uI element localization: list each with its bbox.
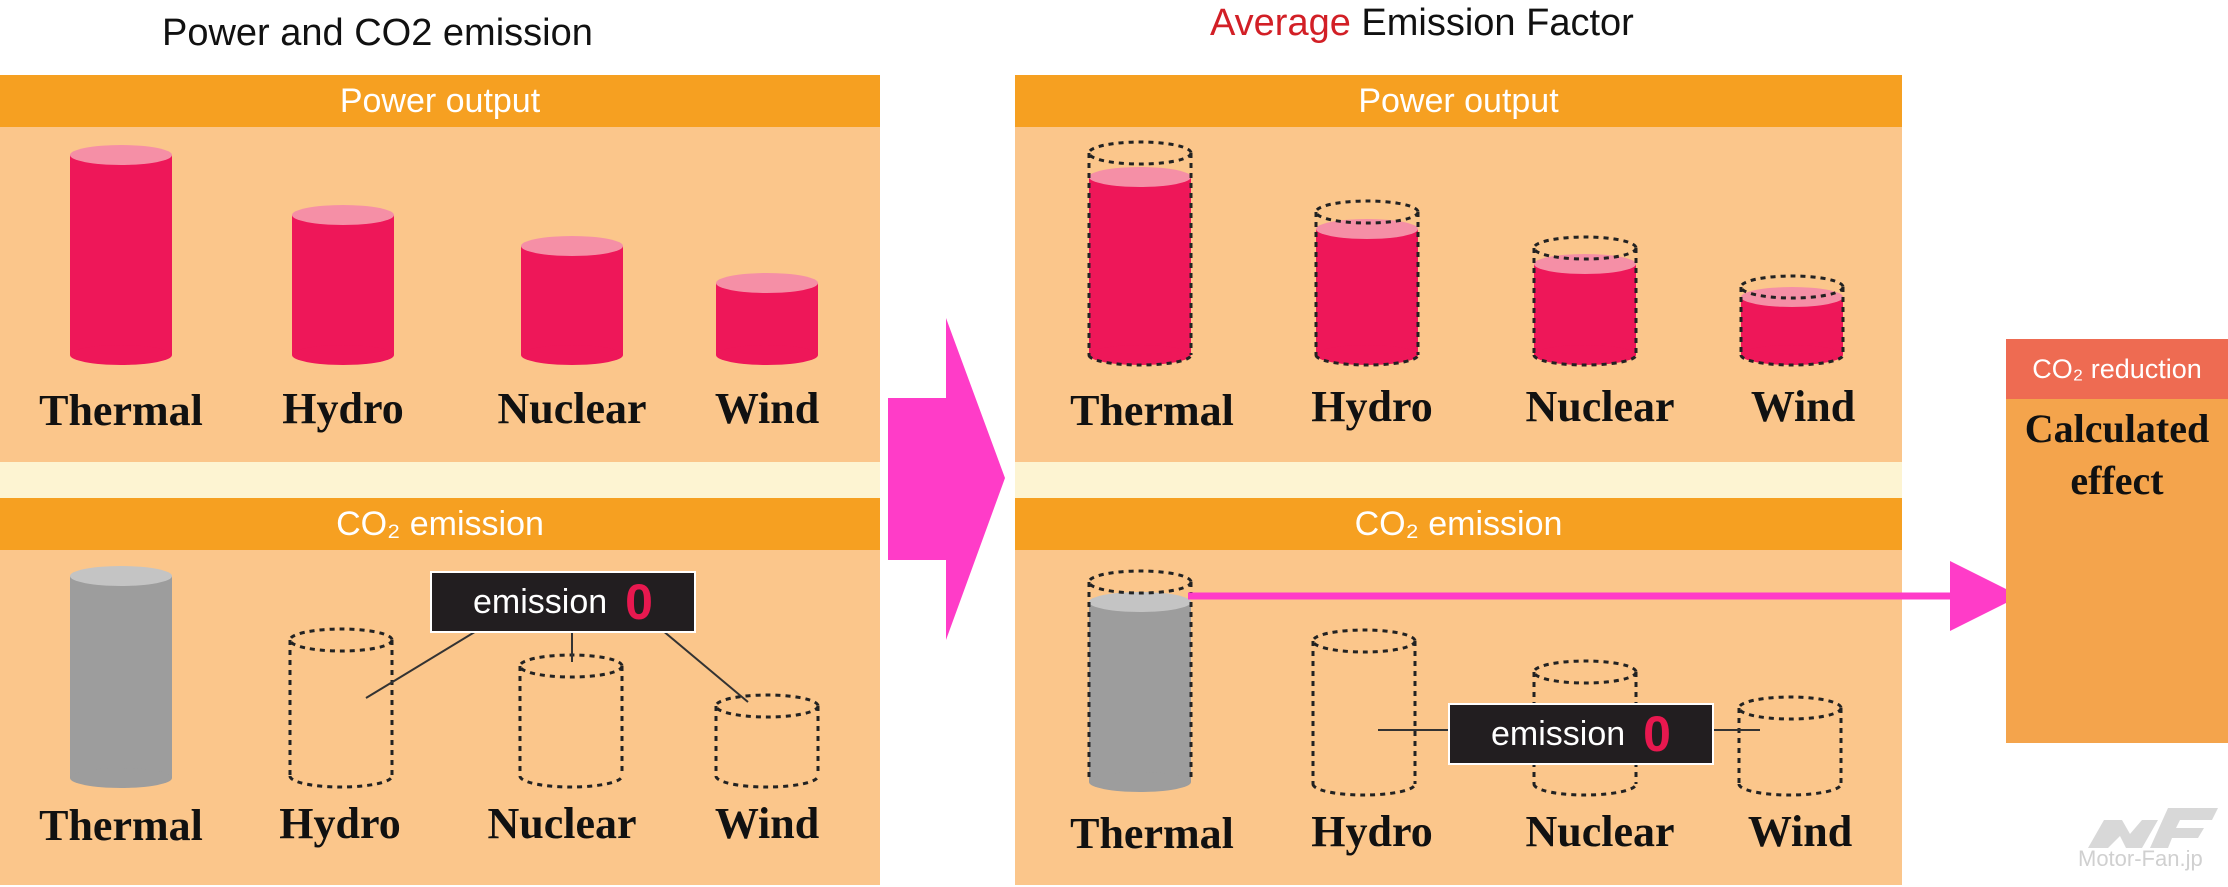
right-power-label-hydro: Hydro bbox=[1311, 382, 1433, 431]
calculated-effect-text: Calculated effect bbox=[2006, 403, 2228, 507]
left-power-header: Power output bbox=[0, 75, 880, 127]
co2-reduction-header: CO₂ reduction bbox=[2006, 339, 2228, 399]
right-co2-cylinder-wind bbox=[1737, 695, 1843, 797]
calculated-effect-line2: effect bbox=[2070, 458, 2164, 503]
left-co2-cylinder-nuclear bbox=[518, 653, 624, 789]
right-co2-cylinder-nuclear bbox=[1532, 659, 1638, 797]
left-emission-zero-badge: emission 0 bbox=[430, 571, 696, 633]
right-badge-zero: 0 bbox=[1643, 706, 1671, 762]
left-separator bbox=[0, 462, 880, 498]
left-power-label-wind: Wind bbox=[714, 384, 820, 433]
right-co2-cylinder-hydro bbox=[1311, 628, 1417, 797]
left-badge-connectors bbox=[365, 629, 749, 703]
right-badge-text: emission bbox=[1491, 714, 1626, 753]
right-title: Average Emission Factor bbox=[1210, 2, 1634, 45]
right-power-label-nuclear: Nuclear bbox=[1525, 382, 1675, 431]
right-co2-label-hydro: Hydro bbox=[1311, 807, 1433, 856]
left-power-label-hydro: Hydro bbox=[282, 384, 404, 433]
right-co2-label-thermal: Thermal bbox=[1070, 809, 1234, 858]
left-power-cylinder-hydro bbox=[292, 205, 394, 365]
left-power-cylinder-thermal bbox=[70, 145, 172, 365]
right-co2-label-wind: Wind bbox=[1747, 807, 1853, 856]
right-title-accent: Average bbox=[1210, 2, 1351, 44]
left-co2-cylinder-hydro bbox=[288, 627, 394, 789]
transition-arrow bbox=[888, 318, 1005, 640]
right-co2-label-nuclear: Nuclear bbox=[1525, 807, 1675, 856]
left-co2-label-nuclear: Nuclear bbox=[487, 799, 637, 848]
co2-reduction-box: CO₂ reduction Calculated effect bbox=[2006, 339, 2228, 743]
right-title-rest: Emission Factor bbox=[1350, 2, 1634, 44]
left-co2-label-thermal: Thermal bbox=[39, 801, 203, 850]
left-badge-text: emission bbox=[473, 582, 608, 621]
left-co2-cylinder-wind bbox=[714, 693, 820, 789]
left-title: Power and CO2 emission bbox=[162, 12, 593, 54]
left-power-label-thermal: Thermal bbox=[39, 386, 203, 435]
left-power-cylinder-nuclear bbox=[521, 236, 623, 365]
left-co2-label-wind: Wind bbox=[714, 799, 820, 848]
right-emission-zero-badge: emission 0 bbox=[1448, 703, 1714, 765]
left-badge-zero: 0 bbox=[625, 574, 653, 630]
right-power-cylinder-thermal bbox=[1087, 140, 1193, 367]
left-co2-header: CO₂ emission bbox=[0, 498, 880, 550]
right-separator bbox=[1015, 462, 1902, 498]
watermark-logo bbox=[2088, 808, 2218, 848]
left-power-cylinder-wind bbox=[716, 273, 818, 365]
right-power-cylinder-nuclear bbox=[1532, 235, 1638, 367]
left-co2-label-hydro: Hydro bbox=[279, 799, 401, 848]
left-co2-cylinder-thermal bbox=[70, 566, 172, 788]
right-power-header: Power output bbox=[1015, 75, 1902, 127]
right-co2-cylinder-thermal bbox=[1087, 569, 1193, 792]
watermark-text: Motor-Fan.jp bbox=[2078, 846, 2203, 871]
right-power-cylinder-hydro bbox=[1314, 199, 1420, 367]
right-co2-header: CO₂ emission bbox=[1015, 498, 1902, 550]
left-power-label-nuclear: Nuclear bbox=[497, 384, 647, 433]
calculated-effect-line1: Calculated bbox=[2024, 406, 2210, 451]
right-power-cylinder-wind bbox=[1739, 274, 1845, 367]
right-power-label-wind: Wind bbox=[1750, 382, 1856, 431]
right-power-label-thermal: Thermal bbox=[1070, 386, 1234, 435]
